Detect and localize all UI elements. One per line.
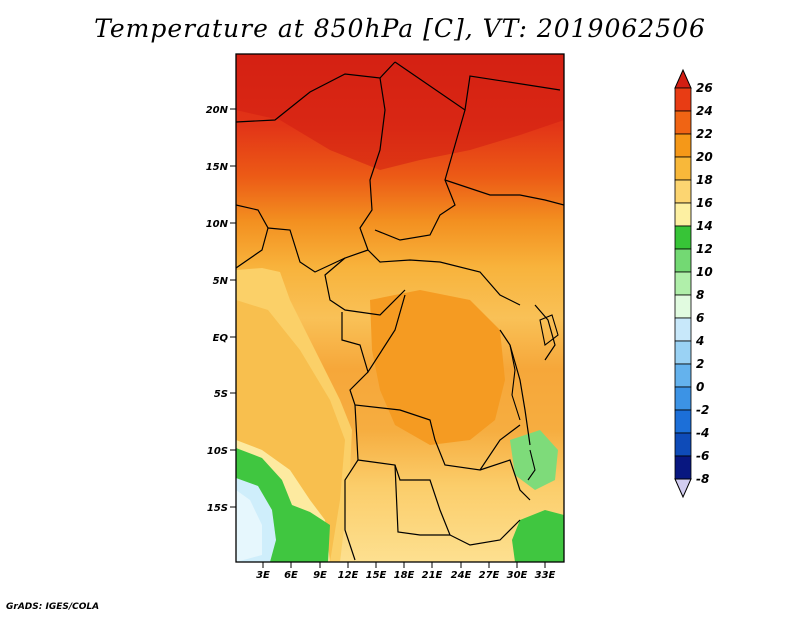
colorbar-level-label: 4 [695,334,704,348]
colorbar-level-label: 22 [696,127,713,141]
colorbar-swatch [674,156,692,181]
lat-label: 5N [213,276,229,287]
colorbar-swatch [674,340,692,365]
colorbar-swatch [674,110,692,135]
colorbar-level-label: 18 [696,173,713,187]
colorbar-level-label: -6 [696,449,709,463]
colorbar-swatch [674,225,692,250]
lon-label: 30E [507,570,528,581]
hot-core-north [236,54,564,170]
colorbar-level-label: 10 [696,265,713,279]
lat-label: 20N [206,105,229,116]
colorbar-level-label: 12 [696,242,713,256]
colorbar-level-label: 16 [696,196,713,210]
longitude-axis: 3E 6E 9E 12E 15E 18E 21E 24E 27E 30E 33E [256,562,556,581]
lon-label: 27E [479,570,500,581]
colorbar-swatch [674,317,692,342]
colorbar-swatch [674,202,692,227]
map-panel [236,54,564,562]
map-frame [235,53,565,563]
colorbar-swatch [674,363,692,388]
colorbar-swatch [674,386,692,411]
colorbar-level-label: 24 [696,104,713,118]
colorbar-swatch [674,455,692,480]
lon-label: 9E [313,570,327,581]
lon-label: 6E [284,570,298,581]
colorbar-level-label: 20 [696,150,713,164]
lon-label: 15E [366,570,387,581]
country-boundaries [236,61,564,561]
latitude-axis: 20N 15N 10N 5N EQ 5S 10S 15S [206,105,236,514]
lon-label: 33E [535,570,556,581]
lon-label: 12E [338,570,359,581]
lat-label: 10N [206,219,229,230]
lon-label: 18E [394,570,415,581]
colorbar-level-label: -2 [696,403,709,417]
colorbar-swatch [674,432,692,457]
colorbar-level-label: 26 [696,81,713,95]
lat-label: EQ [213,333,229,344]
green-zone-southeast [512,510,564,562]
colorbar-level-label: 0 [696,380,704,394]
lat-label: 10S [207,446,228,457]
colorbar-top-triangle [674,68,692,89]
colorbar-swatch [674,179,692,204]
lat-label: 5S [214,389,228,400]
colorbar-level-label: 14 [696,219,713,233]
colorbar [674,68,692,499]
lon-label: 3E [256,570,270,581]
colorbar-level-label: -4 [696,426,709,440]
lakes [509,314,559,481]
central-warm-zone [370,290,505,445]
lat-label: 15N [206,162,229,173]
green-zone-east [510,430,558,490]
colorbar-level-label: 6 [696,311,704,325]
colorbar-swatch [674,133,692,158]
grads-credit: GrADS: IGES/COLA [6,602,100,612]
colorbar-level-label: 2 [696,357,704,371]
colorbar-level-label: 8 [696,288,704,302]
colorbar-level-label: -8 [696,472,709,486]
cold-zone-core [236,490,262,562]
lon-label: 21E [422,570,443,581]
lat-label: 15S [207,503,228,514]
map-title: Temperature at 850hPa [C], VT: 201906250… [94,14,706,43]
colorbar-swatch [674,271,692,296]
colorbar-swatch [674,294,692,319]
colorbar-swatch [674,87,692,112]
lon-label: 24E [451,570,472,581]
colorbar-bottom-triangle [674,478,692,499]
colorbar-swatch [674,248,692,273]
colorbar-swatch [674,409,692,434]
